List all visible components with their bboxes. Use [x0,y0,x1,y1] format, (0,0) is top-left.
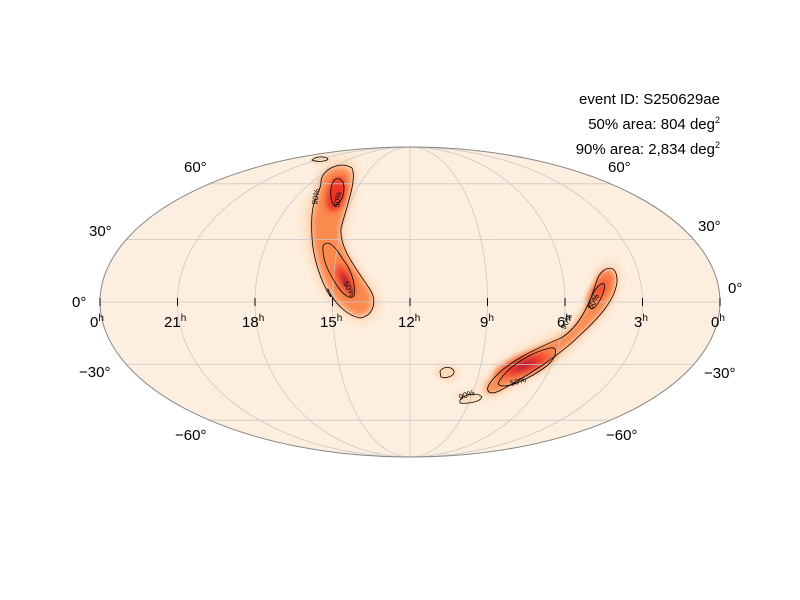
ra-label-6: 6h [557,313,571,331]
ra-label-21: 21h [164,313,186,331]
area-50-label: 50% area: 804 deg2 [588,115,720,133]
contour-south-50 [497,347,557,387]
lobe-north-peak [331,260,359,300]
contour-north-50a [330,178,345,206]
contour-label-90-north: 90% [310,188,322,205]
dec-right-0: 0° [728,280,742,297]
contour-north-90 [311,164,375,319]
ra-label-9: 9h [480,313,494,331]
contour-lines [311,156,618,404]
ra-label-18: 18h [242,313,264,331]
contour-island-south [459,393,483,404]
dec-right-m30: −30° [704,365,735,382]
dec-left-0: 0° [72,294,86,311]
dec-labels-left: 60° 30° 0° −30° −60° [72,159,207,444]
area-90-label: 90% area: 2,834 deg2 [575,140,720,158]
dec-left-30: 30° [89,223,112,240]
contour-label-50-south: 50% [509,375,527,388]
dec-left-60: 60° [184,159,207,176]
contour-label-50-north-upper: 50% [332,191,344,208]
ra-label-0-right: 0h [711,313,725,331]
contour-south-90 [487,267,618,394]
event-info: event ID: S250629ae 50% area: 804 deg2 9… [576,90,720,160]
ra-label-0-left: 0h [90,313,104,331]
ra-labels: 0h 21h 18h 15h 12h 9h 6h 3h 0h [90,313,725,331]
dec-right-30: 30° [698,218,721,235]
ra-ticks [99,298,721,306]
lobe-north-upper-core [326,176,346,212]
event-id-label: event ID: S250629ae [579,91,720,108]
dec-left-m60: −60° [175,427,206,444]
dec-labels-right: 60° 30° 0° −30° −60° [606,159,742,444]
contour-island-west [439,366,455,379]
ra-label-12: 12h [398,313,420,331]
coordinate-grid [100,147,720,457]
ra-label-3: 3h [634,313,648,331]
dec-right-m60: −60° [606,427,637,444]
contour-island-north [311,156,329,162]
dec-right-60: 60° [608,159,631,176]
contour-southeast-50 [588,283,605,309]
lobe-southeast-core [586,272,614,308]
contour-north-50b [322,242,355,298]
ra-label-15: 15h [320,313,342,331]
dec-left-m30: −30° [79,364,110,381]
